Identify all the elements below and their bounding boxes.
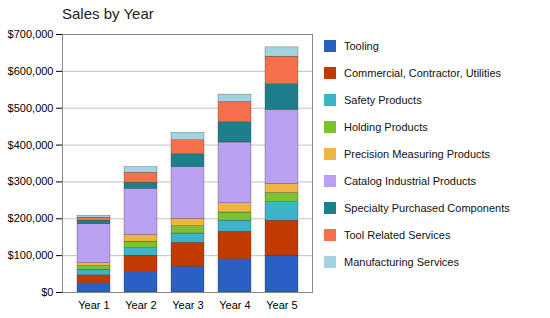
html-text:Precision Measuring Products: Precision Measuring Products — [344, 147, 491, 160]
html-text:Tooling: Tooling — [344, 39, 379, 52]
html-text:Sales by Year: Sales by Year — [62, 5, 154, 22]
svg-text:$100,000: $100,000 — [8, 249, 54, 261]
svg-text:$700,000: $700,000 — [8, 28, 54, 40]
svg-text:Year 1: Year 1 — [78, 299, 109, 311]
svg-text:Year 5: Year 5 — [266, 299, 297, 311]
html-text:Specialty Purchased Components: Specialty Purchased Components — [344, 201, 510, 214]
html-text:Catalog Industrial Products: Catalog Industrial Products — [344, 174, 477, 187]
svg-text:$600,000: $600,000 — [8, 65, 54, 77]
html-text:Commercial, Contractor, Utilit: Commercial, Contractor, Utilities — [344, 66, 502, 79]
svg-text:$500,000: $500,000 — [8, 102, 54, 114]
svg-text:Year 4: Year 4 — [219, 299, 250, 311]
svg-text:$0: $0 — [41, 286, 53, 298]
html-text:Safety Products: Safety Products — [344, 93, 422, 106]
svg-text:Year 2: Year 2 — [125, 299, 156, 311]
html-text:Holding Products: Holding Products — [344, 120, 428, 133]
html-text:Manufacturing Services: Manufacturing Services — [344, 255, 459, 268]
svg-text:Year 3: Year 3 — [172, 299, 203, 311]
html-text:Tool Related Services: Tool Related Services — [344, 228, 451, 241]
svg-text:$400,000: $400,000 — [8, 139, 54, 151]
svg-text:$300,000: $300,000 — [8, 175, 54, 187]
svg-text:$200,000: $200,000 — [8, 212, 54, 224]
